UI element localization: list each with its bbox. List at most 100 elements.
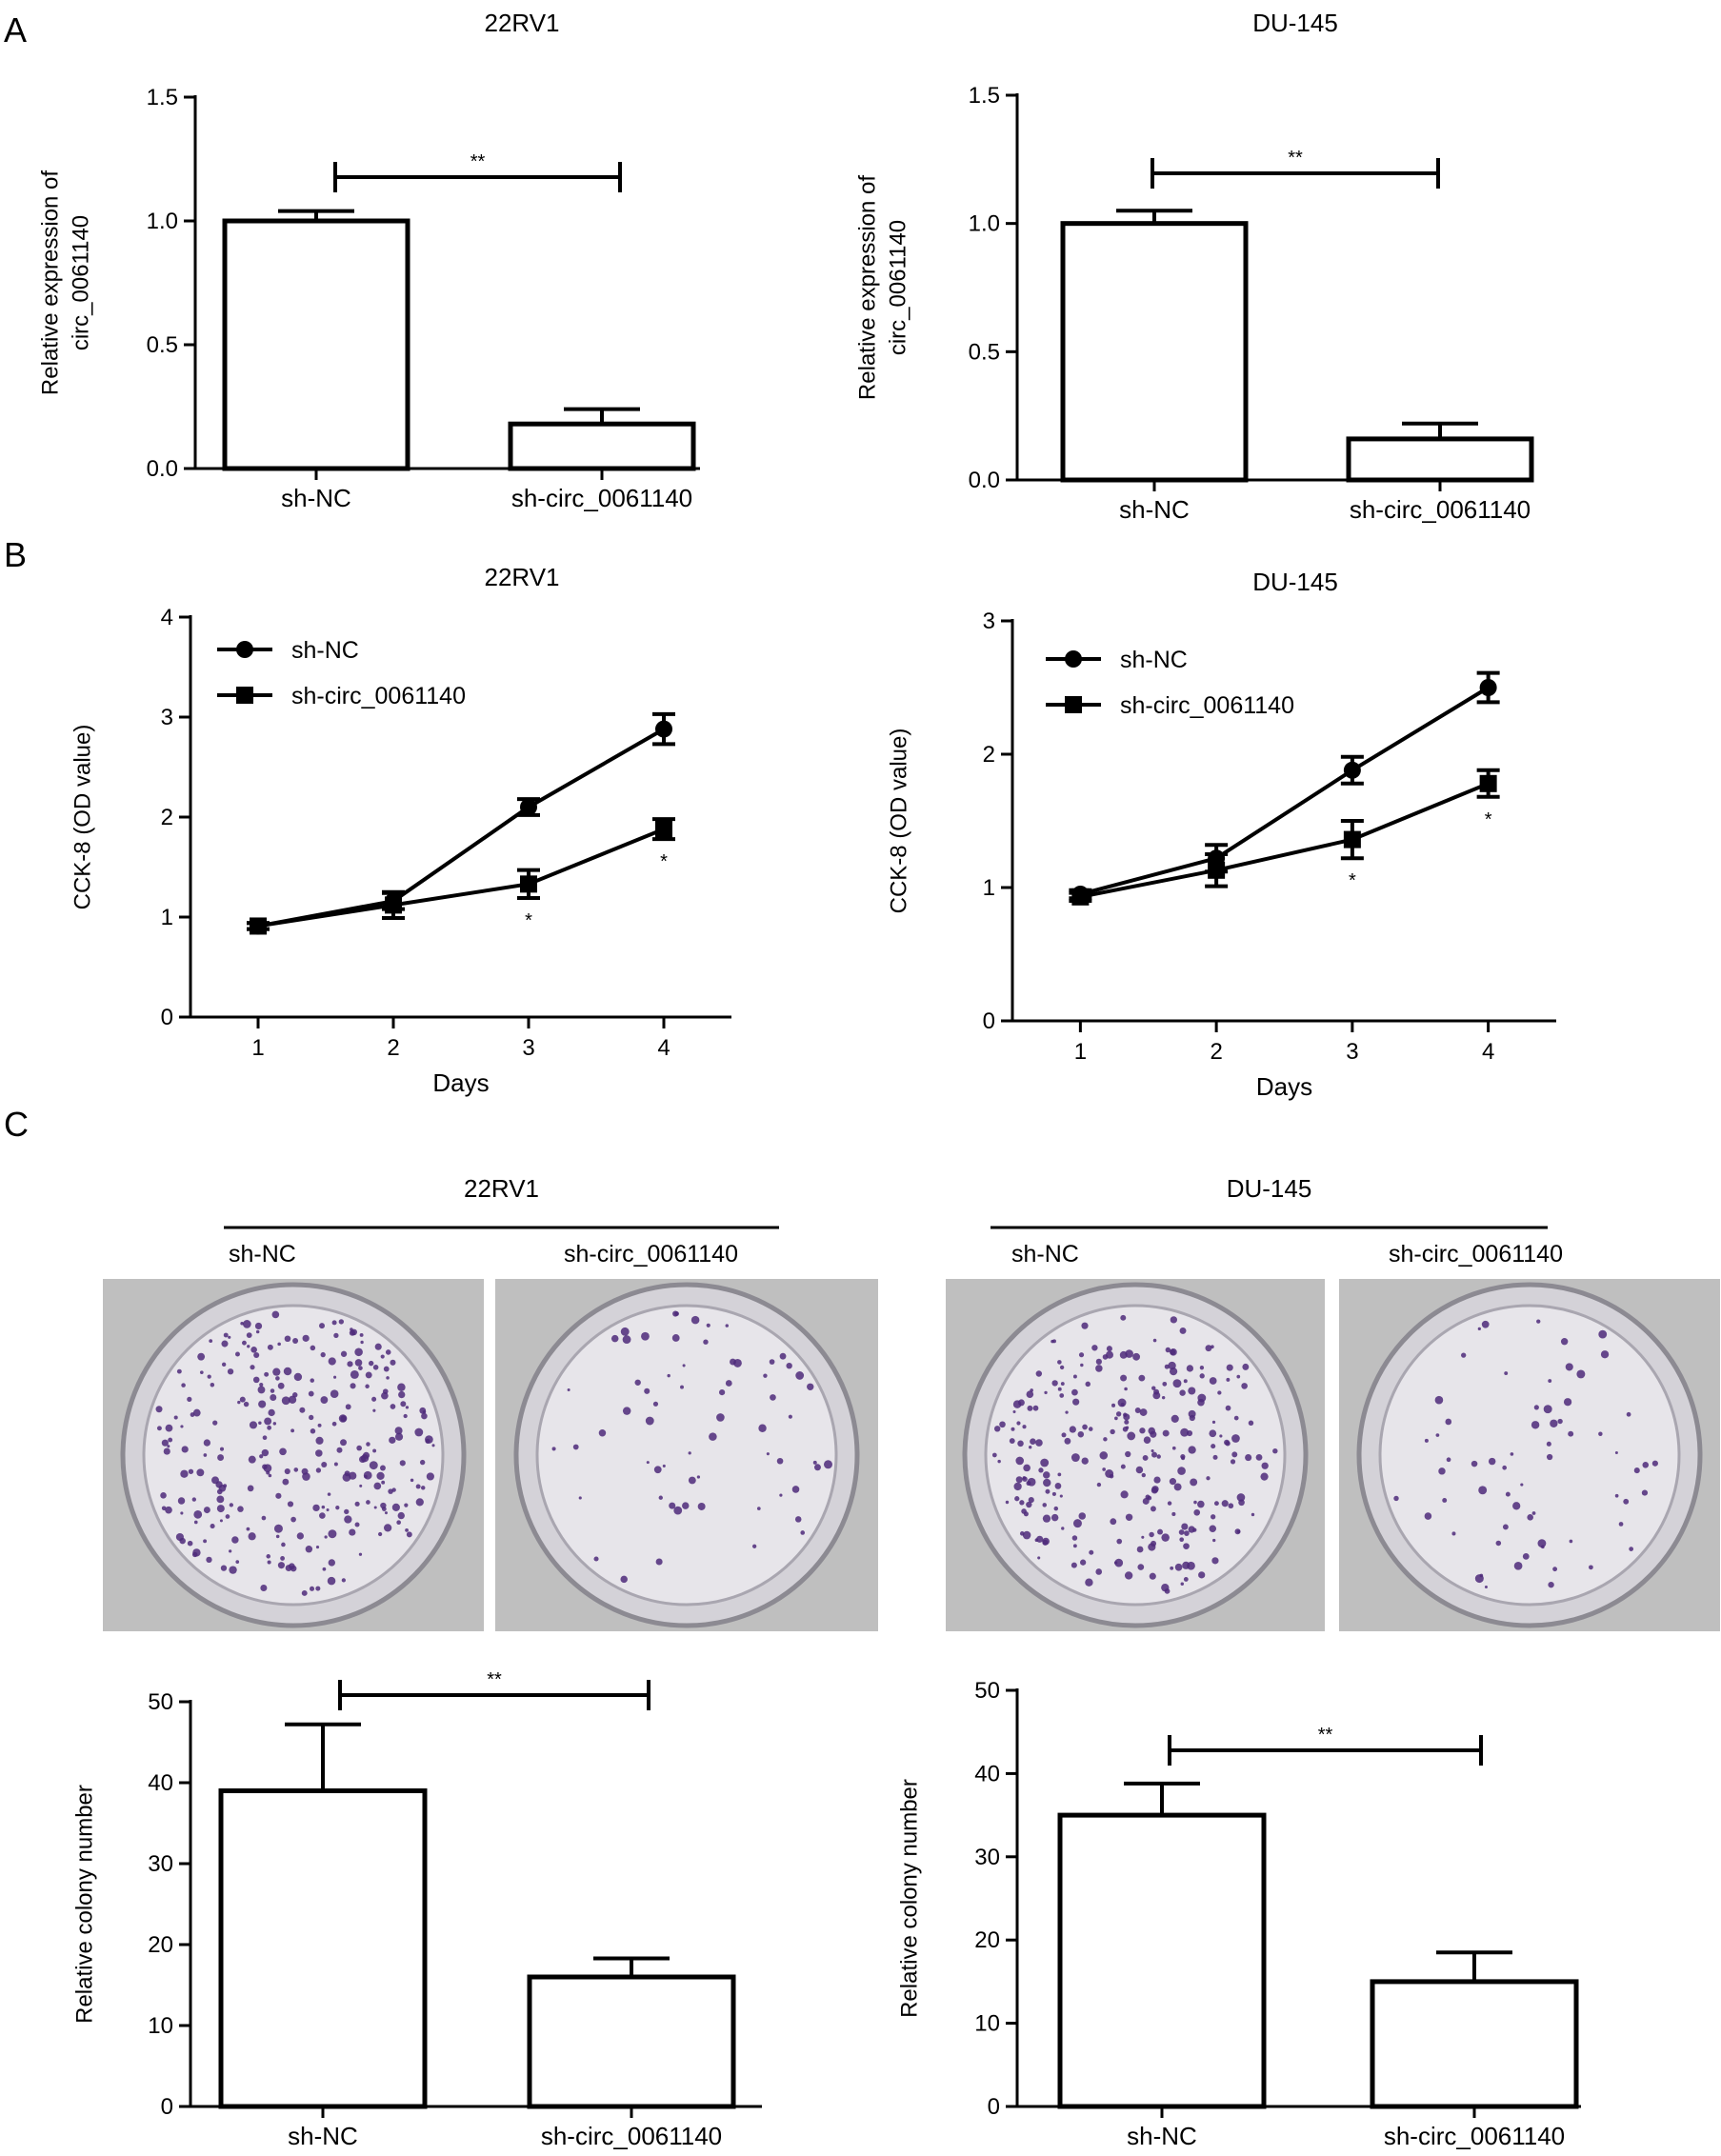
colony-dot [328,1559,336,1567]
colony-dot [410,1478,414,1483]
colony-dot [242,1320,251,1328]
colony-dot [1069,1426,1076,1433]
colony-dot [160,1492,167,1499]
colony-dot [1141,1535,1145,1539]
colony-dot [237,1506,244,1512]
colony-dot [1116,1538,1123,1545]
colony-dot [1186,1365,1194,1372]
colony-dot [1568,1430,1574,1437]
legend-label-sh-nc: sh-NC [1120,647,1188,673]
colony-dot [259,1383,264,1387]
colony-dot [1117,1398,1127,1407]
colony-dot [197,1352,206,1361]
chart-b-22rv1: 22RV1 0 1 2 3 4 1 2 3 4 Days CCK-8 (OD value) sh-NC s… [70,563,731,1097]
colony-dot [1125,1513,1133,1522]
colony-dot [1393,1495,1399,1502]
colony-dot [390,1359,396,1366]
colony-dot [267,1560,271,1565]
colony-dot [1127,1431,1136,1441]
colony-dot [324,1535,328,1539]
colony-dot [1120,1464,1126,1469]
colony-dot [391,1503,400,1511]
colony-dot [282,1478,290,1486]
colony-dot [1026,1501,1032,1508]
colony-dot [1238,1499,1245,1507]
colony-dot [277,1382,285,1389]
colony-dot [1125,1450,1131,1458]
colony-dot [415,1498,424,1507]
dish [984,1304,1287,1607]
colony-dot [1111,1403,1116,1407]
y-axis-label: Relative colony number [71,1785,97,2024]
colony-dot [1054,1483,1062,1489]
colony-dot [567,1388,570,1392]
colony-dot [1060,1382,1065,1386]
colony-dot [1213,1501,1219,1507]
colony-dot [344,1508,350,1515]
colony-dot [1442,1498,1448,1503]
colony-dot [240,1321,244,1326]
colony-dot [1053,1506,1059,1511]
colony-dot [216,1505,225,1513]
colony-dot [221,1340,229,1348]
series-line-sh-circ [1079,781,1490,899]
colony-dot [381,1391,389,1400]
colony-dot [167,1445,170,1448]
colony-dot [788,1414,792,1419]
colony-dot [1161,1395,1166,1400]
x-tick-label: sh-NC [1119,495,1190,524]
colony-dot [1043,1471,1051,1479]
colony-dot [369,1461,378,1470]
colony-dot [1122,1427,1129,1432]
colony-dot [362,1451,370,1459]
colony-dot [1230,1459,1236,1465]
y-axis-label: circ_0061140 [885,220,911,355]
colony-dot [1072,1519,1082,1528]
colony-dot [354,1522,360,1527]
colony-dot [1162,1429,1170,1437]
colony-dot [249,1421,258,1429]
colony-dot [301,1467,309,1475]
x-tick-label: 4 [657,1035,670,1061]
panel-label-b: B [4,535,27,574]
photo-label: sh-NC [229,1241,296,1268]
chart-a-du145: DU-145 0.0 0.5 1.0 1.5 sh-NC sh-circ_0061140 **… [854,9,1534,524]
colony-dot [1138,1374,1146,1382]
colony-dot [593,1556,599,1562]
colony-dot [358,1366,363,1370]
colony-dot [317,1423,322,1427]
colony-dot [188,1468,194,1474]
colony-dot [1180,1582,1185,1586]
colony-dot [1150,1506,1156,1512]
colony-dot [1059,1393,1065,1398]
colony-dot [1164,1588,1171,1594]
colony-dot [211,1476,219,1485]
colony-dot [237,1400,241,1405]
colony-dot [791,1486,800,1493]
colony-dot [327,1492,331,1496]
colony-dot [319,1323,325,1329]
colony-dot [326,1508,330,1512]
colony-dot [1061,1527,1065,1530]
colony-dot [1527,1514,1533,1521]
photo-label: sh-NC [1011,1241,1079,1268]
colony-dot [391,1487,396,1492]
colony-dot [696,1475,701,1479]
x-tick-label: sh-circ_0061140 [1384,2122,1565,2150]
colony-dot [1051,1491,1056,1496]
colony-dot [199,1370,204,1375]
y-tick-label: 0 [161,2094,173,2120]
colony-dot [1114,1558,1124,1567]
colony-dot [210,1382,215,1387]
colony-dot [394,1427,403,1435]
colony-dot [398,1390,406,1399]
colony-dot [1502,1465,1508,1470]
point-sh-nc [1343,761,1361,779]
colony-dot [1147,1495,1152,1501]
colony-dot [379,1465,386,1471]
colony-dot [228,1335,231,1339]
colony-dot [350,1328,358,1336]
colony-dot [1065,1410,1069,1414]
dish [1378,1304,1681,1607]
colony-dot [371,1396,377,1402]
